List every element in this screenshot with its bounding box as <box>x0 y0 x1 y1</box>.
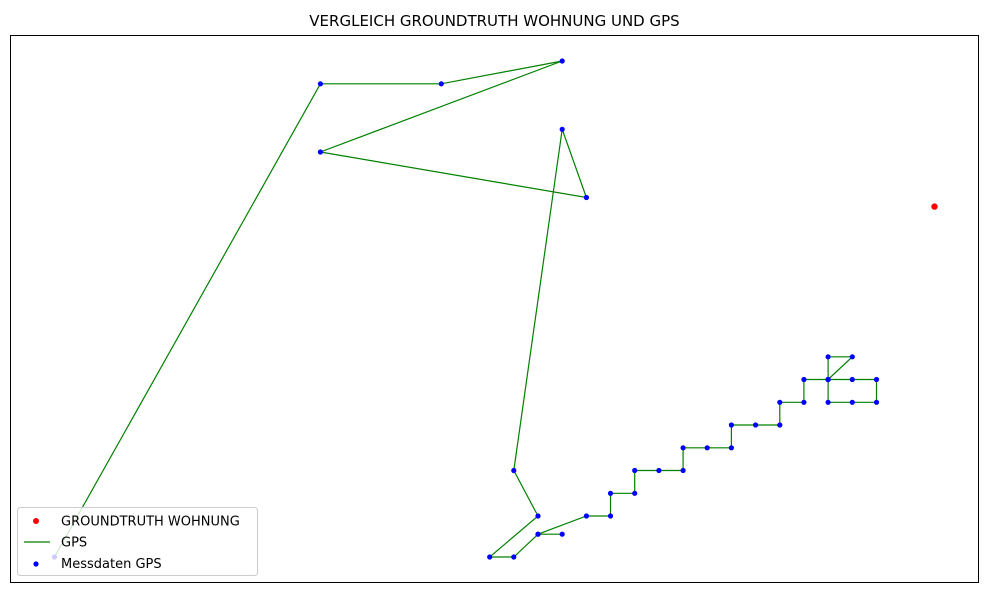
plot-area <box>10 35 979 583</box>
legend-groundtruth-marker <box>33 518 39 524</box>
gps-measurement-points <box>51 58 880 560</box>
gps-point <box>632 467 638 474</box>
groundtruth-point <box>931 203 938 210</box>
gps-point <box>607 513 614 519</box>
gps-point <box>680 467 686 474</box>
gps-point <box>583 194 590 201</box>
gps-point <box>559 126 565 132</box>
gps-point <box>753 422 759 428</box>
gps-point <box>511 554 517 560</box>
groundtruth-points <box>931 203 938 210</box>
gps-point <box>849 376 855 383</box>
gps-point <box>317 81 323 87</box>
gps-point <box>728 422 735 428</box>
legend-groundtruth-label: GROUNDTRUTH WOHNUNG <box>61 515 240 530</box>
gps-point <box>583 513 590 519</box>
gps-point <box>777 399 783 405</box>
chart-title: VERGLEICH GROUNDTRUTH WOHNUNG UND GPS <box>309 12 679 30</box>
gps-point <box>825 376 831 383</box>
gps-point <box>438 81 444 87</box>
legend-messdaten-label: Messdaten GPS <box>61 557 162 572</box>
gps-point <box>801 399 807 405</box>
gps-point <box>559 531 565 537</box>
gps-point <box>849 354 855 360</box>
gps-point <box>704 445 710 451</box>
legend: GROUNDTRUTH WOHNUNG GPS Messdaten GPS <box>17 507 258 576</box>
gps-point <box>728 445 735 451</box>
legend-box <box>17 507 258 576</box>
gps-point <box>487 554 493 560</box>
gps-point <box>825 399 831 405</box>
gps-point <box>873 399 880 405</box>
gps-point <box>873 376 880 383</box>
gps-series-line <box>53 60 878 558</box>
legend-gps-label: GPS <box>61 536 87 551</box>
legend-messdaten-marker <box>33 561 39 567</box>
gps-point <box>849 399 855 405</box>
gps-point <box>317 149 323 155</box>
gps-point <box>825 354 831 360</box>
gps-point <box>607 490 614 496</box>
gps-point <box>511 467 517 474</box>
gps-point <box>535 531 541 537</box>
gps-point <box>680 445 686 451</box>
gps-point <box>535 513 541 519</box>
gps-point <box>801 376 807 383</box>
gps-point <box>656 467 662 474</box>
gps-point <box>632 490 638 496</box>
gps-point <box>777 422 783 428</box>
gps-point <box>559 58 565 64</box>
